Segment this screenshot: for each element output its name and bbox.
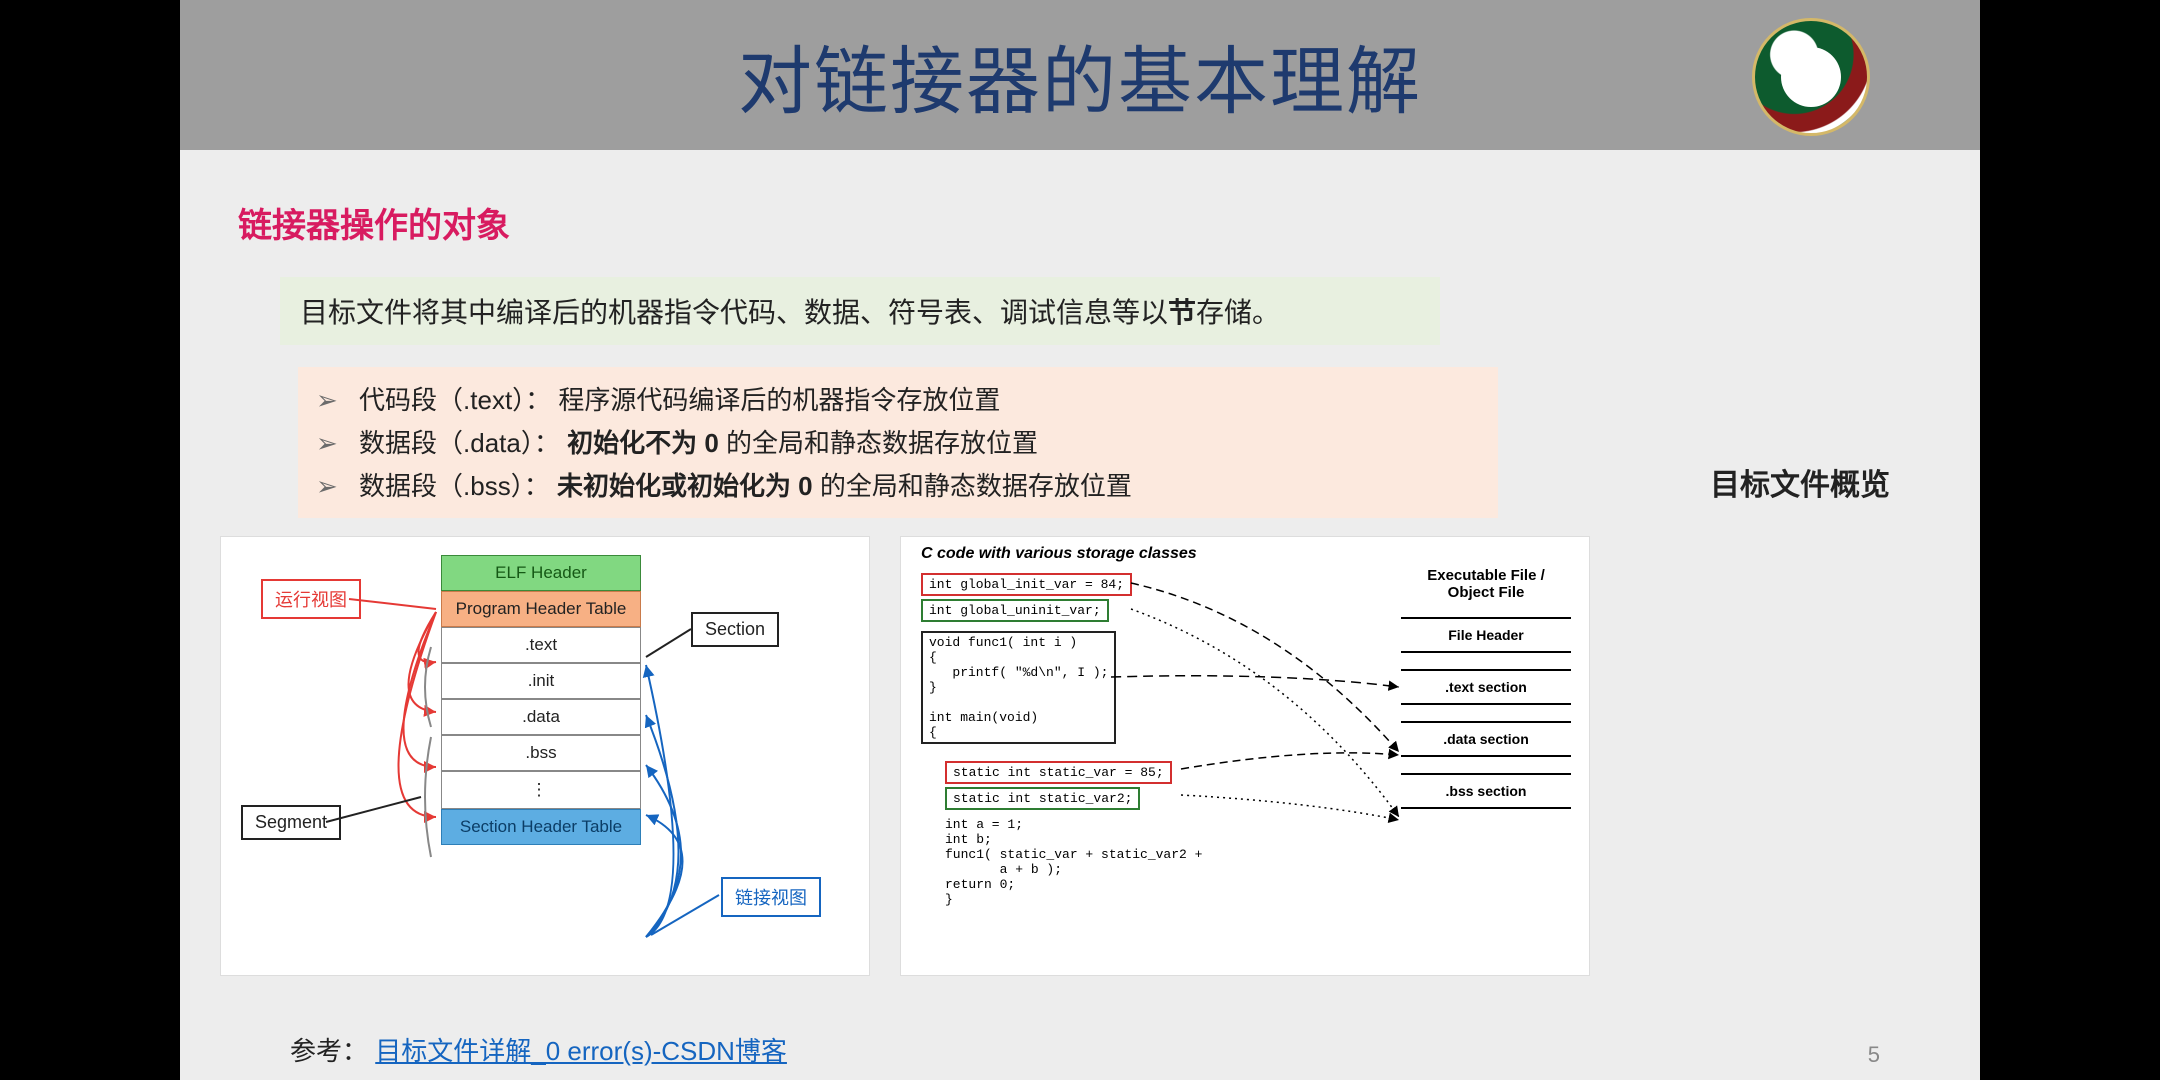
page-number: 5 xyxy=(1868,1042,1880,1068)
text-section-box: .text xyxy=(441,627,641,663)
file-section: .text section xyxy=(1401,669,1571,705)
bullet-label: 数据段（.bss）： xyxy=(359,471,550,501)
code-tail: int a = 1; int b; func1( static_var + st… xyxy=(945,817,1202,907)
elf-header-box: ELF Header xyxy=(441,555,641,591)
init-section-box: .init xyxy=(441,663,641,699)
bullet-list: ➢ 代码段（.text）： 程序源代码编译后的机器指令存放位置 ➢ 数据段（.d… xyxy=(298,367,1498,518)
segment-callout: Segment xyxy=(241,805,341,840)
static-uninit-line: static int static_var2; xyxy=(945,787,1140,810)
global-init-line: int global_init_var = 84; xyxy=(921,573,1132,596)
reference-label: 参考： xyxy=(290,1036,368,1066)
bss-section-box: .bss xyxy=(441,735,641,771)
section-heading: 链接器操作的对象 xyxy=(238,198,1980,247)
elf-stack: ELF Header Program Header Table .text .i… xyxy=(441,555,641,845)
reference-link[interactable]: 目标文件详解_0 error(s)-CSDN博客 xyxy=(375,1036,787,1066)
runtime-view-callout: 运行视图 xyxy=(261,579,361,619)
file-section: .bss section xyxy=(1401,773,1571,809)
intro-prefix: 目标文件将其中编译后的机器指令代码、数据、符号表、调试信息等以 xyxy=(300,297,1168,328)
func-block: void func1( int i ) { printf( "%d\n", I … xyxy=(921,631,1116,744)
intro-bold: 节 xyxy=(1168,297,1196,328)
link-view-callout: 链接视图 xyxy=(721,877,821,917)
file-column-head: Executable File / Object File xyxy=(1401,567,1571,601)
data-section-box: .data xyxy=(441,699,641,735)
bullet-item: ➢ 代码段（.text）： 程序源代码编译后的机器指令存放位置 xyxy=(316,377,1480,420)
program-header-table-box: Program Header Table xyxy=(441,591,641,627)
header-bar: 对链接器的基本理解 xyxy=(180,0,1980,150)
ellipsis-box: ⋮ xyxy=(441,771,641,809)
slide-title: 对链接器的基本理解 xyxy=(738,22,1422,129)
file-section: .data section xyxy=(1401,721,1571,757)
bullet-item: ➢ 数据段（.bss）： 未初始化或初始化为 0 的全局和静态数据存放位置 xyxy=(316,463,1480,506)
bullet-tail: 的全局和静态数据存放位置 xyxy=(726,428,1038,458)
slide: 对链接器的基本理解 链接器操作的对象 目标文件将其中编译后的机器指令代码、数据、… xyxy=(180,0,1980,1080)
file-column: Executable File / Object File File Heade… xyxy=(1401,567,1571,825)
ccode-title: C code with various storage classes xyxy=(921,545,1197,563)
overview-label: 目标文件概览 xyxy=(1710,460,1890,504)
section-header-table-box: Section Header Table xyxy=(441,809,641,845)
bullet-tail: 的全局和静态数据存放位置 xyxy=(820,471,1132,501)
bullet-bold: 未初始化或初始化为 0 xyxy=(557,471,820,501)
chevron-icon: ➢ xyxy=(316,385,338,415)
bullet-item: ➢ 数据段（.data）： 初始化不为 0 的全局和静态数据存放位置 xyxy=(316,420,1480,463)
chevron-icon: ➢ xyxy=(316,471,338,501)
section-callout: Section xyxy=(691,612,779,647)
bullet-tail: 程序源代码编译后的机器指令存放位置 xyxy=(558,385,1000,415)
file-section: File Header xyxy=(1401,617,1571,653)
ccode-diagram: C code with various storage classes int … xyxy=(900,536,1590,976)
static-init-line: static int static_var = 85; xyxy=(945,761,1172,784)
bullet-bold: 初始化不为 0 xyxy=(567,428,726,458)
intro-suffix: 存储。 xyxy=(1196,297,1280,328)
bullet-label: 代码段（.text）： xyxy=(359,385,551,415)
university-logo xyxy=(1752,18,1870,136)
reference-row: 参考： 目标文件详解_0 error(s)-CSDN博客 xyxy=(290,1031,787,1068)
chevron-icon: ➢ xyxy=(316,428,338,458)
elf-diagram: ELF Header Program Header Table .text .i… xyxy=(220,536,870,976)
global-uninit-line: int global_uninit_var; xyxy=(921,599,1109,622)
intro-box: 目标文件将其中编译后的机器指令代码、数据、符号表、调试信息等以节存储。 xyxy=(280,277,1440,345)
bullet-label: 数据段（.data）： xyxy=(359,428,560,458)
diagram-row: ELF Header Program Header Table .text .i… xyxy=(220,536,1980,976)
